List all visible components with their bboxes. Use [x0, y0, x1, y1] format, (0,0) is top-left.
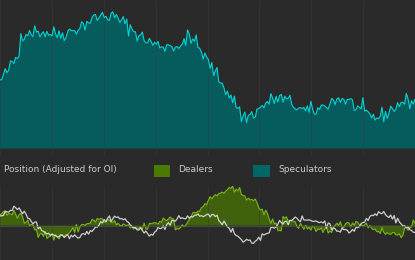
Text: Position (Adjusted for OI): Position (Adjusted for OI): [4, 165, 117, 174]
FancyBboxPatch shape: [253, 165, 270, 177]
Text: Dealers: Dealers: [178, 165, 213, 174]
FancyBboxPatch shape: [154, 165, 170, 177]
Text: Speculators: Speculators: [278, 165, 332, 174]
